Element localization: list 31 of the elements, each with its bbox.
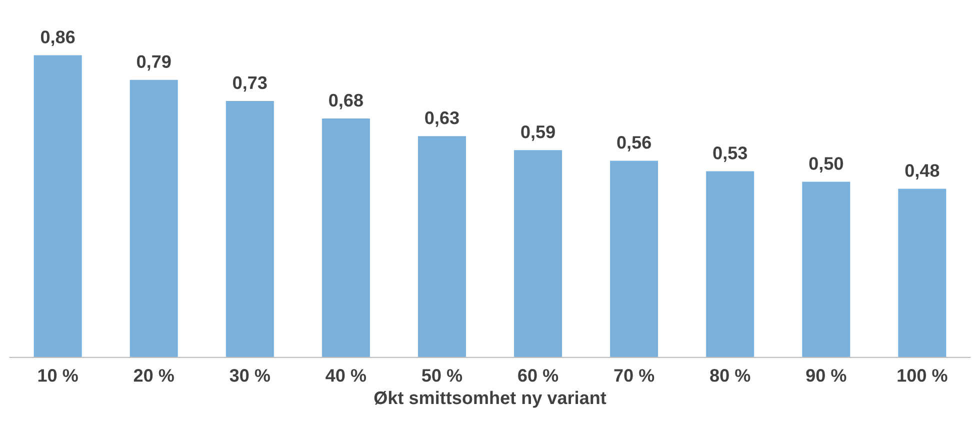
data-label: 0,68	[329, 94, 363, 110]
x-tick-label: 70 %	[614, 369, 654, 382]
bar	[322, 118, 370, 358]
data-label: 0,73	[233, 76, 267, 92]
bar	[898, 188, 946, 358]
bar	[226, 100, 274, 358]
bar	[418, 136, 466, 358]
data-label: 0,86	[40, 30, 75, 46]
x-tick-label: 40 %	[326, 369, 366, 382]
bar	[802, 182, 850, 358]
x-tick-label: 80 %	[710, 369, 750, 382]
x-tick-label: 20 %	[134, 369, 174, 382]
x-tick-label: 90 %	[806, 369, 846, 382]
data-label: 0,56	[617, 136, 651, 152]
x-tick-label: 50 %	[422, 369, 462, 382]
x-tick-label: 60 %	[518, 369, 558, 382]
data-label: 0,53	[713, 146, 748, 162]
x-tick-label: 10 %	[38, 369, 78, 382]
data-label: 0,48	[905, 164, 940, 180]
data-label: 0,63	[425, 111, 459, 127]
data-label: 0,79	[137, 55, 171, 71]
x-axis-title: Økt smittsomhet ny variant	[374, 390, 606, 408]
bar	[706, 171, 754, 358]
bar	[34, 55, 82, 358]
x-tick-label: 30 %	[230, 369, 270, 382]
bar	[130, 80, 178, 358]
bar	[514, 150, 562, 358]
data-label: 0,50	[809, 157, 843, 172]
bar	[610, 160, 658, 358]
data-label: 0,59	[521, 125, 555, 141]
x-tick-label: 100 %	[898, 369, 948, 382]
